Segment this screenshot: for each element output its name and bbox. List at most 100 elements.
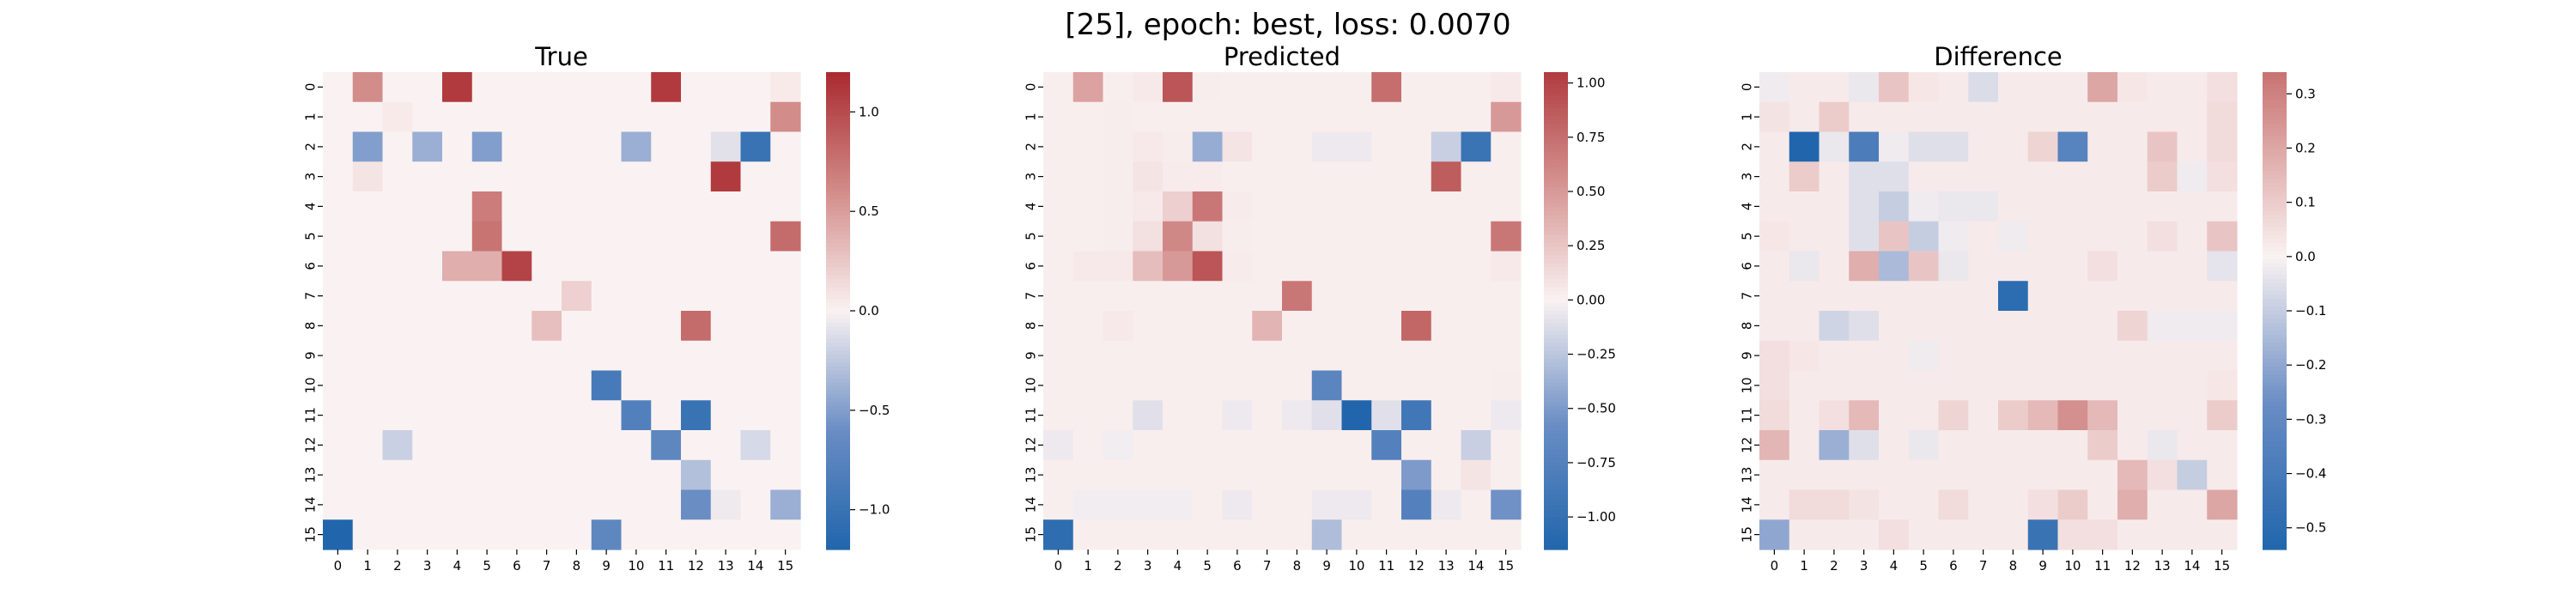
- heatmap-cell: [621, 131, 652, 162]
- heatmap-cell: [1908, 311, 1940, 342]
- heatmap-cell: [352, 400, 384, 431]
- colorbar-segment: [1544, 151, 1568, 156]
- x-tick-label: 5: [1203, 558, 1212, 574]
- colorbar-segment: [826, 410, 850, 416]
- heatmap-cell: [1401, 101, 1432, 133]
- heatmap-cell: [1431, 370, 1462, 401]
- heatmap-cell: [2207, 191, 2238, 222]
- colorbar-segment: [1544, 378, 1568, 383]
- heatmap-cell: [562, 251, 592, 282]
- colorbar-segment: [826, 234, 850, 240]
- colorbar-segment: [826, 112, 850, 117]
- heatmap-cell: [1072, 251, 1104, 282]
- heatmap-cell: [1252, 72, 1283, 103]
- heatmap-cell: [1043, 370, 1074, 401]
- heatmap-cell: [1401, 251, 1432, 282]
- heatmap-cell: [562, 519, 592, 550]
- heatmap-cell: [1789, 281, 1820, 312]
- colorbar-segment: [2263, 83, 2287, 89]
- colorbar-segment: [1544, 426, 1568, 431]
- heatmap-cell: [1819, 459, 1850, 491]
- colorbar-segment: [2263, 290, 2287, 296]
- colorbar-segment: [1544, 275, 1568, 280]
- heatmap-cell: [2207, 131, 2238, 162]
- colorbar-segment: [1544, 227, 1568, 232]
- heatmap-cell: [1311, 72, 1343, 103]
- heatmap-cell: [621, 370, 652, 401]
- heatmap-cell: [1908, 221, 1940, 252]
- heatmap-cell: [1879, 72, 1910, 103]
- heatmap-cell: [1371, 370, 1402, 401]
- heatmap-cell: [562, 221, 592, 252]
- heatmap-cell: [770, 370, 801, 401]
- heatmap-cell: [352, 340, 384, 372]
- colorbar-segment: [826, 314, 850, 319]
- heatmap-cell: [1222, 221, 1253, 252]
- heatmap-cell: [1968, 72, 1999, 103]
- heatmap-cell: [2177, 519, 2208, 550]
- heatmap-cell: [1371, 251, 1402, 282]
- heatmap-cell: [1431, 400, 1462, 431]
- colorbar-segment: [2263, 374, 2287, 379]
- y-tick-label: 14: [1024, 496, 1039, 513]
- x-tick-label: 15: [1498, 558, 1514, 574]
- colorbar-segment: [1544, 533, 1568, 538]
- heatmap-cell: [562, 101, 592, 133]
- heatmap-cell: [2147, 370, 2178, 401]
- colorbar-segment: [1544, 446, 1568, 451]
- colorbar-segment: [826, 489, 850, 495]
- heatmap-cell: [2057, 400, 2088, 431]
- heatmap-cell: [2147, 400, 2178, 431]
- colorbar-segment: [1544, 513, 1568, 519]
- heatmap-cell: [2117, 221, 2148, 252]
- heatmap-cell: [1163, 72, 1194, 103]
- x-tick-label: 11: [658, 558, 674, 574]
- heatmap-cell: [591, 72, 623, 103]
- heatmap-cell: [2177, 370, 2208, 401]
- colorbar-segment: [1544, 482, 1568, 487]
- x-tick-label: 10: [628, 558, 644, 574]
- heatmap-cell: [412, 191, 443, 222]
- colorbar-segment: [826, 227, 850, 232]
- heatmap-cell: [1192, 281, 1224, 312]
- colorbar-segment: [826, 307, 850, 312]
- colorbar-segment: [2263, 92, 2287, 97]
- heatmap-cell: [2177, 459, 2208, 491]
- heatmap-cell: [770, 311, 801, 342]
- heatmap-cell: [2087, 161, 2118, 192]
- heatmap-cell: [1311, 161, 1343, 192]
- heatmap-cell: [1938, 131, 1969, 162]
- heatmap-cell: [1461, 311, 1492, 342]
- colorbar-segment: [826, 258, 850, 264]
- heatmap-cell: [1819, 519, 1850, 550]
- heatmap-cell: [501, 430, 532, 461]
- heatmap-cell: [323, 251, 354, 282]
- heatmap-cell: [1461, 281, 1492, 312]
- heatmap-cell: [1908, 72, 1940, 103]
- heatmap-cell: [710, 161, 742, 192]
- heatmap-cell: [1998, 101, 2029, 133]
- colorbar-segment: [2263, 458, 2287, 463]
- colorbar: −1.0 −0.5 0.0 0.5 1.0: [826, 72, 890, 550]
- heatmap-cell: [1968, 489, 1999, 520]
- heatmap-cell: [1401, 131, 1432, 162]
- heatmap-cell: [2207, 489, 2238, 520]
- colorbar-segment: [2263, 489, 2287, 495]
- heatmap-cell: [442, 489, 473, 520]
- colorbar-segment: [826, 255, 850, 260]
- heatmap-cell: [681, 72, 712, 103]
- colorbar-segment: [826, 350, 850, 355]
- y-tick-label: 5: [1024, 232, 1039, 240]
- heatmap-cell: [382, 101, 413, 133]
- heatmap-cell: [352, 430, 384, 461]
- heatmap-cell: [1968, 370, 1999, 401]
- x-tick-label: 14: [1467, 558, 1484, 574]
- heatmap-cell: [1461, 221, 1492, 252]
- heatmap-cell: [1401, 370, 1432, 401]
- heatmap-cell: [1789, 430, 1820, 461]
- heatmap-cell: [501, 281, 532, 312]
- heatmap-cell: [740, 459, 771, 491]
- heatmap-cell: [382, 340, 413, 372]
- x-tick-label: 4: [453, 558, 462, 574]
- heatmap-cell: [1461, 131, 1492, 162]
